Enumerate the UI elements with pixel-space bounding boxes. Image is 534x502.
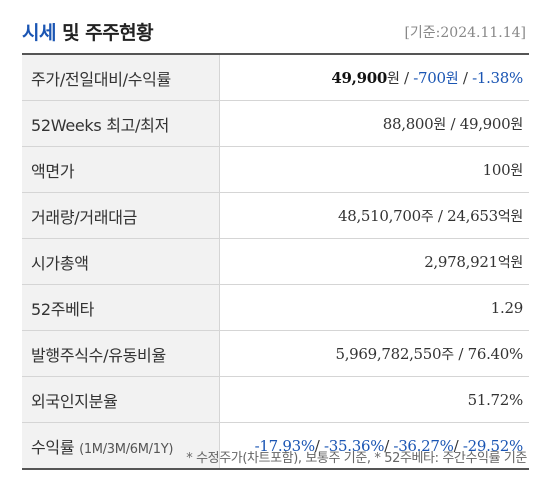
row-label: 52Weeks 최고/최저 [22,100,220,147]
row-value: 1.29 [219,284,529,331]
return-3m: -35.36% [324,436,385,455]
stock-info-table: 주가/전일대비/수익률 49,900원 / -700원 / -1.38% 52W… [22,53,529,470]
row-label: 액면가 [22,146,220,193]
trade-amount: 24,653 [447,206,498,225]
row-label: 주가/전일대비/수익률 [22,54,220,101]
footnote: * 수정주가(차트포함), 보통주 기준, * 52주베타: 주간수익률 기준 [186,451,527,466]
table-row: 52주베타 1.29 [22,284,529,331]
market-cap: 2,978,921 [424,252,498,271]
table-row: 외국인지분율 51.72% [22,376,529,423]
table-row: 액면가 100원 [22,146,529,193]
table-row: 발행주식수/유동비율 5,969,782,550주 / 76.40% [22,330,529,377]
return-1m: -17.93% [254,436,315,455]
row-value: 5,969,782,550주 / 76.40% [219,330,529,377]
par-value: 100 [482,160,511,179]
panel-title: 시세 및 주주현황 [22,18,154,45]
table-row: 거래량/거래대금 48,510,700주 / 24,653억원 [22,192,529,239]
row-label-sub: (1M/3M/6M/1Y) [79,441,174,457]
row-label: 수익률 (1M/3M/6M/1Y) [22,422,220,470]
row-value: 48,510,700주 / 24,653억원 [219,192,529,239]
row-label: 시가총액 [22,238,220,285]
row-value: 100원 [219,146,529,193]
return-6m: -36.27% [393,436,454,455]
week52-high: 88,800 [382,114,434,133]
change-rate: -1.38% [472,68,523,87]
table-row: 주가/전일대비/수익률 49,900원 / -700원 / -1.38% [22,54,529,101]
base-date: [기준:2024.11.14] [404,25,526,41]
foreign-ownership: 51.72% [467,390,524,409]
week52-low: 49,900 [459,114,511,133]
trade-volume: 48,510,700 [337,206,421,225]
row-value: 49,900원 / -700원 / -1.38% [219,54,529,101]
row-label: 발행주식수/유동비율 [22,330,220,377]
beta-value: 1.29 [490,298,524,317]
panel-header: 시세 및 주주현황 [기준:2024.11.14] [22,18,526,48]
row-value: 88,800원 / 49,900원 [219,100,529,147]
row-value: -17.93%/ -35.36%/ -36.27%/ -29.52% [219,422,529,470]
table-row: 수익률 (1M/3M/6M/1Y) -17.93%/ -35.36%/ -36.… [22,422,529,470]
row-label: 52주베타 [22,284,220,331]
title-highlight: 시세 [22,22,56,44]
row-label: 외국인지분율 [22,376,220,423]
table-row: 52Weeks 최고/최저 88,800원 / 49,900원 [22,100,529,147]
title-rest: 및 주주현황 [55,22,154,44]
row-value: 51.72% [219,376,529,423]
price-change: -700원 [413,68,459,87]
current-price: 49,900 [331,68,387,87]
table-row: 시가총액 2,978,921억원 [22,238,529,285]
shares-issued: 5,969,782,550 [335,344,442,363]
row-label: 거래량/거래대금 [22,192,220,239]
return-1y: -29.52% [462,436,523,455]
float-ratio: 76.40% [467,344,524,363]
row-value: 2,978,921억원 [219,238,529,285]
